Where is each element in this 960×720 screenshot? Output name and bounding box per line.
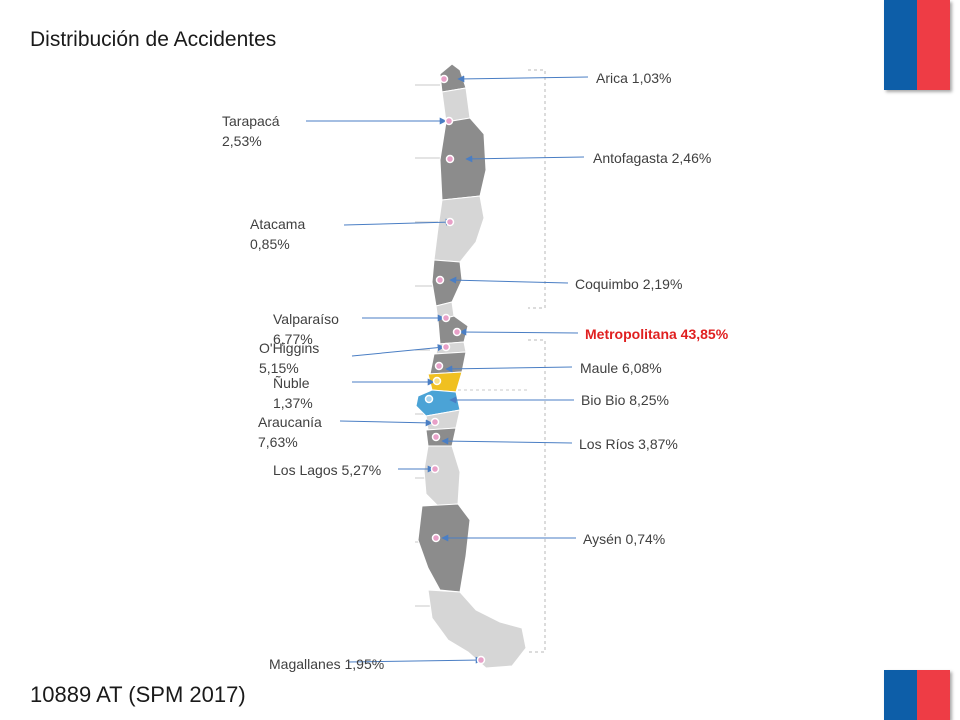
chile-flag-bottom <box>884 670 950 720</box>
region-antofagasta <box>439 117 487 201</box>
region-atacama <box>433 195 485 263</box>
region-coquimbo <box>431 259 463 307</box>
arrow-araucania <box>339 419 433 427</box>
regions <box>415 63 527 669</box>
label-araucania: Araucanía 7,63% <box>258 414 322 450</box>
bracket-south <box>528 339 546 653</box>
region-tarapaca <box>441 87 471 123</box>
label-antofagasta: Antofagasta 2,46% <box>593 150 712 166</box>
label-loslagos: Los Lagos 5,27% <box>273 462 382 478</box>
arrow-maule <box>445 365 573 373</box>
chile-flag-top <box>884 0 950 90</box>
label-atacama: Atacama 0,85% <box>250 216 306 252</box>
arrow-losrios <box>441 437 573 445</box>
region-markers <box>424 74 486 665</box>
arrow-arica <box>457 75 589 83</box>
region-maule <box>429 351 467 375</box>
label-aysen: Aysén 0,74% <box>583 531 666 547</box>
page-title: Distribución de Accidentes <box>30 28 277 51</box>
label-ohiggins: O'Higgins 5,15% <box>259 340 320 376</box>
region-aysen <box>417 503 471 593</box>
region-losrios <box>425 427 457 447</box>
label-nuble: Ñuble 1,37% <box>273 375 313 411</box>
label-tarapaca: Tarapacá 2,53% <box>222 113 280 149</box>
label-coquimbo: Coquimbo 2,19% <box>575 276 683 292</box>
bracket-north <box>528 69 546 309</box>
label-losrios: Los Ríos 3,87% <box>579 436 678 452</box>
label-maule: Maule 6,08% <box>580 360 662 376</box>
label-arica: Arica 1,03% <box>596 70 672 86</box>
arrow-atacama <box>343 218 453 226</box>
footer-total: 10889 AT (SPM 2017) <box>30 682 246 707</box>
region-loslagos <box>423 445 461 507</box>
arrow-ohiggins <box>351 344 445 357</box>
arrows <box>306 75 589 664</box>
arrow-antofagasta <box>465 155 585 163</box>
arrow-magallanes <box>347 656 483 664</box>
label-metropolitana: Metropolitana 43,85% <box>585 326 729 342</box>
label-magallanes: Magallanes 1,95% <box>269 656 385 672</box>
arrow-coquimbo <box>449 276 569 284</box>
label-biobio: Bio Bio 8,25% <box>581 392 669 408</box>
region-magallanes <box>427 589 527 669</box>
arrow-metropolitana <box>459 328 579 336</box>
label-valparaiso: Valparaíso 6,77% <box>273 311 339 347</box>
